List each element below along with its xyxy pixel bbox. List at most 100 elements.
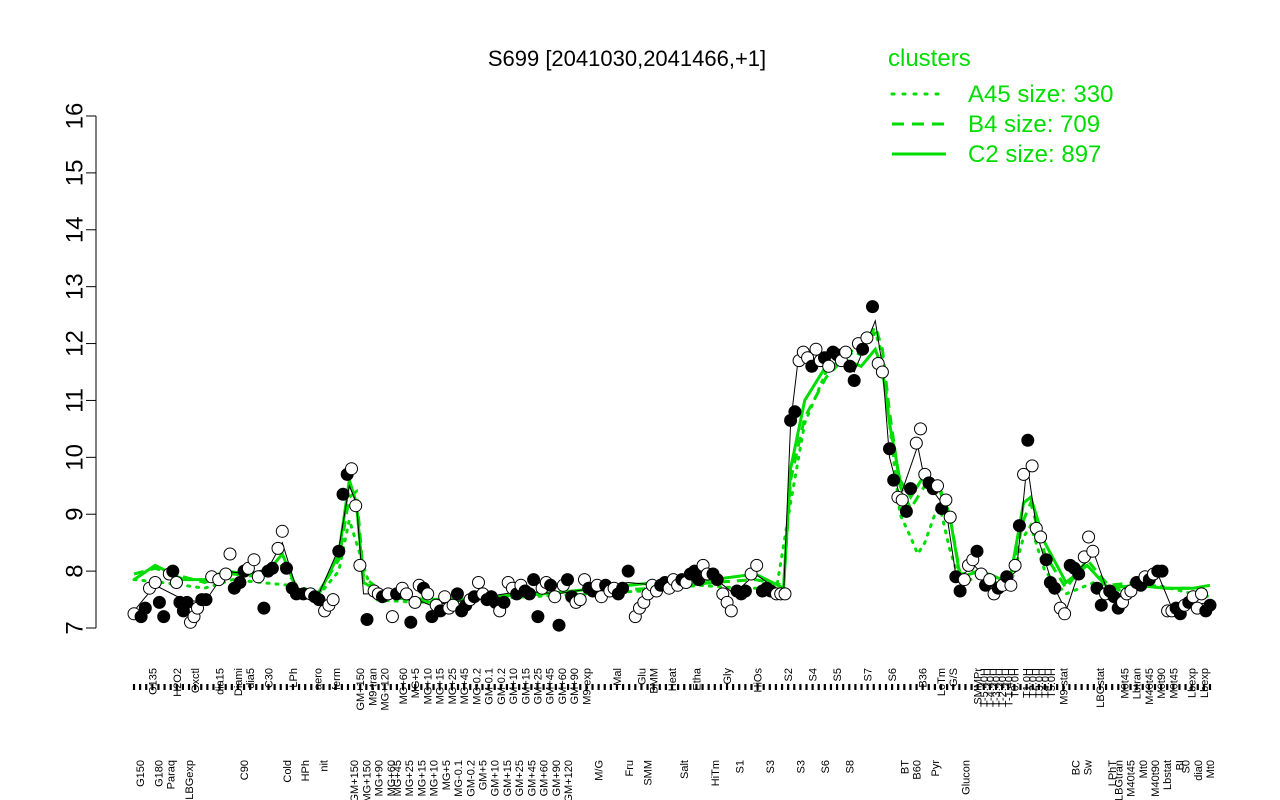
x-tick-label: G/S <box>948 668 960 687</box>
x-tick-label: BI <box>1174 760 1186 770</box>
data-point <box>943 510 957 524</box>
data-point <box>326 593 340 607</box>
x-tick-label: GM+90 <box>551 760 563 796</box>
x-tick-label: Heat <box>667 668 679 691</box>
data-point <box>408 595 422 609</box>
x-tick-label: GM-0.1 <box>484 668 496 705</box>
data-point <box>1086 544 1100 558</box>
x-tick-label: GM+25 <box>533 668 545 704</box>
x-tick-label: MG+45 <box>392 760 404 796</box>
data-point <box>148 576 162 589</box>
data-point <box>336 487 350 501</box>
cluster-line-b4 <box>133 322 1211 602</box>
data-point <box>616 581 630 595</box>
data-point <box>883 442 896 456</box>
data-point <box>573 593 587 607</box>
x-tick-label: MG+15 <box>416 760 428 796</box>
x-tick-label: G180 <box>153 760 165 787</box>
data-point <box>1072 567 1086 581</box>
data-point <box>1021 433 1035 447</box>
x-tick-label: Cold <box>282 760 294 783</box>
x-tick-label: S0 <box>1181 760 1193 773</box>
data-point <box>983 573 997 587</box>
data-point <box>1048 581 1062 595</box>
data-point <box>400 587 413 601</box>
x-tick-label: LoTm <box>936 668 948 696</box>
data-point <box>1058 607 1072 621</box>
x-tick-label: GM+90 <box>569 668 581 704</box>
gene-profile-line <box>133 318 1211 613</box>
x-tick-label: Lbstat <box>1162 760 1174 790</box>
x-tick-label: Paraq <box>166 760 178 789</box>
x-tick-label: GM+10 <box>490 760 502 796</box>
x-tick-label: GM+120 <box>563 760 575 800</box>
x-tick-label: MG+45 <box>459 668 471 704</box>
x-tick-label: M/G <box>594 760 606 781</box>
data-point <box>223 547 237 561</box>
x-tick-label: GM+45 <box>545 668 557 704</box>
x-tick-label: S3 <box>765 760 777 773</box>
data-point <box>1012 519 1026 533</box>
x-tick-label: LPh <box>288 668 300 688</box>
x-tick-label: nit <box>319 760 331 772</box>
x-tick-label: GM+60 <box>557 668 569 704</box>
x-tick-label: MG+10 <box>422 668 434 704</box>
x-tick-label: GM+5 <box>477 760 489 790</box>
y-axis: 7 8 9 10 11 12 13 14 15 16 <box>61 103 97 635</box>
x-tick-label: S3 <box>795 760 807 773</box>
x-tick-label: Pyr <box>930 760 942 777</box>
x-tick-label: MG+60 <box>398 668 410 704</box>
x-tick-label: BC <box>1071 760 1083 775</box>
x-tick-label: SMM <box>643 760 655 786</box>
x-tick-label: GM-0.2 <box>465 760 477 797</box>
data-point <box>345 462 358 476</box>
data-point <box>385 610 399 624</box>
data-point <box>251 570 265 584</box>
x-tick-label: S1 <box>734 760 746 773</box>
x-tick-label: T-1.40H <box>1003 668 1015 707</box>
x-tick-label: dia15 <box>215 668 227 695</box>
data-point <box>497 595 511 609</box>
y-tick-label: 10 <box>61 444 88 471</box>
y-tick-label: 11 <box>61 388 88 413</box>
x-tick-label: C90 <box>239 760 251 780</box>
data-point <box>909 436 923 450</box>
x-tick-label: HPh <box>300 760 312 781</box>
data-point <box>822 359 836 373</box>
data-point <box>531 610 545 624</box>
data-point <box>914 422 927 436</box>
x-tick-label: S6 <box>820 760 832 773</box>
data-point <box>233 576 247 589</box>
data-point <box>152 595 166 609</box>
data-point <box>847 374 861 387</box>
data-point <box>1203 598 1217 612</box>
data-point <box>875 365 889 379</box>
y-tick-label: 8 <box>61 564 88 577</box>
data-point <box>953 584 967 598</box>
x-tick-label: M9-exp <box>581 668 593 705</box>
data-point <box>750 558 764 572</box>
x-tick-label: GM+150 <box>349 760 361 800</box>
data-point <box>472 576 485 589</box>
x-tick-label: SMMPr <box>973 668 985 705</box>
x-tick-label: MG+15 <box>435 668 447 704</box>
x-tick-label: M40t90 <box>1150 760 1162 797</box>
x-tick-label: GM+25 <box>514 760 526 796</box>
x-tick-label: ferm <box>331 668 343 690</box>
x-tick-label: S4 <box>808 668 820 681</box>
x-tick-label: BMM <box>649 668 661 694</box>
data-point <box>312 593 326 607</box>
data-point <box>957 573 971 587</box>
x-tick-label: Glucon <box>960 760 972 795</box>
x-tick-label: MG+10 <box>429 760 441 796</box>
data-point <box>1155 564 1169 578</box>
data-point <box>527 573 541 587</box>
x-tick-label: GM+15 <box>502 760 514 796</box>
data-point <box>332 544 346 558</box>
x-tick-label: G135 <box>147 668 159 695</box>
x-tick-label: B36 <box>918 668 930 688</box>
y-tick-label: 14 <box>61 216 88 243</box>
x-tick-label: LBGtran <box>1113 760 1125 800</box>
data-point <box>360 613 374 626</box>
data-point <box>522 587 536 601</box>
